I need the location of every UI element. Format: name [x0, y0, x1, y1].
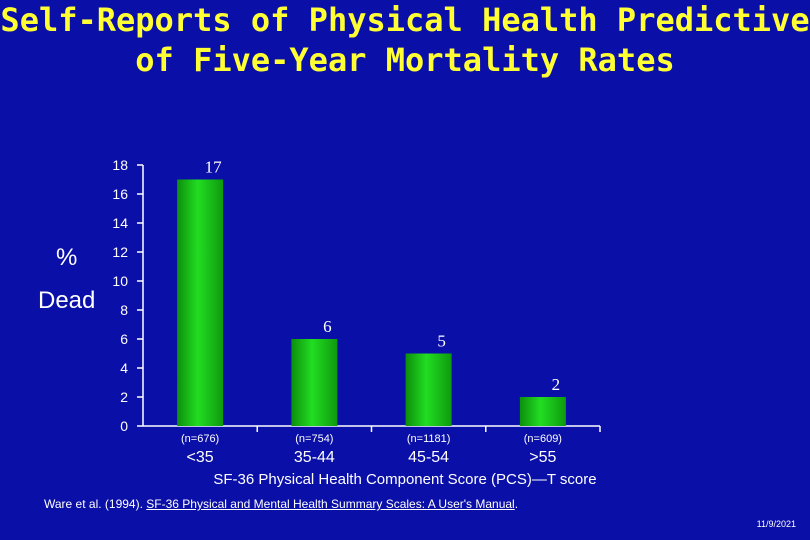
chart-title-line-2: of Five-Year Mortality Rates: [135, 41, 675, 79]
y-tick-label: 6: [120, 331, 128, 347]
citation: Ware et al. (1994). SF-36 Physical and M…: [44, 497, 518, 511]
citation-book-title: SF-36 Physical and Mental Health Summary…: [146, 497, 515, 511]
y-tick-label: 12: [112, 244, 128, 260]
bar: [405, 353, 452, 426]
data-label: 17: [205, 158, 223, 177]
chart-title: Self-Reports of Physical Health Predicti…: [0, 0, 810, 80]
citation-suffix: .: [514, 497, 519, 511]
y-tick-label: 18: [112, 157, 128, 173]
y-tick-label: 14: [112, 215, 128, 231]
y-axis-label-dead: Dead: [38, 287, 96, 314]
category-label: <35: [187, 449, 214, 466]
sample-size-label: (n=609): [524, 433, 562, 445]
data-label: 2: [552, 375, 561, 394]
category-label: >55: [529, 449, 556, 466]
category-label: 35-44: [294, 449, 335, 466]
y-tick-label: 8: [120, 302, 128, 318]
y-axis-label-percent: %: [56, 244, 78, 271]
bar: [519, 397, 566, 426]
y-tick-label: 10: [112, 273, 128, 289]
sample-size-label: (n=754): [295, 433, 333, 445]
citation-prefix: Ware et al. (1994).: [44, 497, 147, 511]
chart-title-line-1: Self-Reports of Physical Health Predicti…: [0, 1, 810, 39]
y-tick-label: 2: [120, 389, 128, 405]
category-label: 45-54: [408, 449, 449, 466]
sample-size-label: (n=676): [181, 433, 219, 445]
bar: [177, 179, 224, 426]
y-tick-label: 4: [120, 360, 128, 376]
data-label: 6: [323, 317, 332, 336]
x-axis-label: SF-36 Physical Health Component Score (P…: [213, 471, 597, 488]
bar: [291, 339, 338, 426]
y-tick-label: 16: [112, 186, 128, 202]
data-label: 5: [437, 332, 446, 351]
y-tick-label: 0: [120, 418, 128, 434]
slide-date: 11/9/2021: [756, 519, 796, 529]
sample-size-label: (n=1181): [407, 433, 451, 445]
